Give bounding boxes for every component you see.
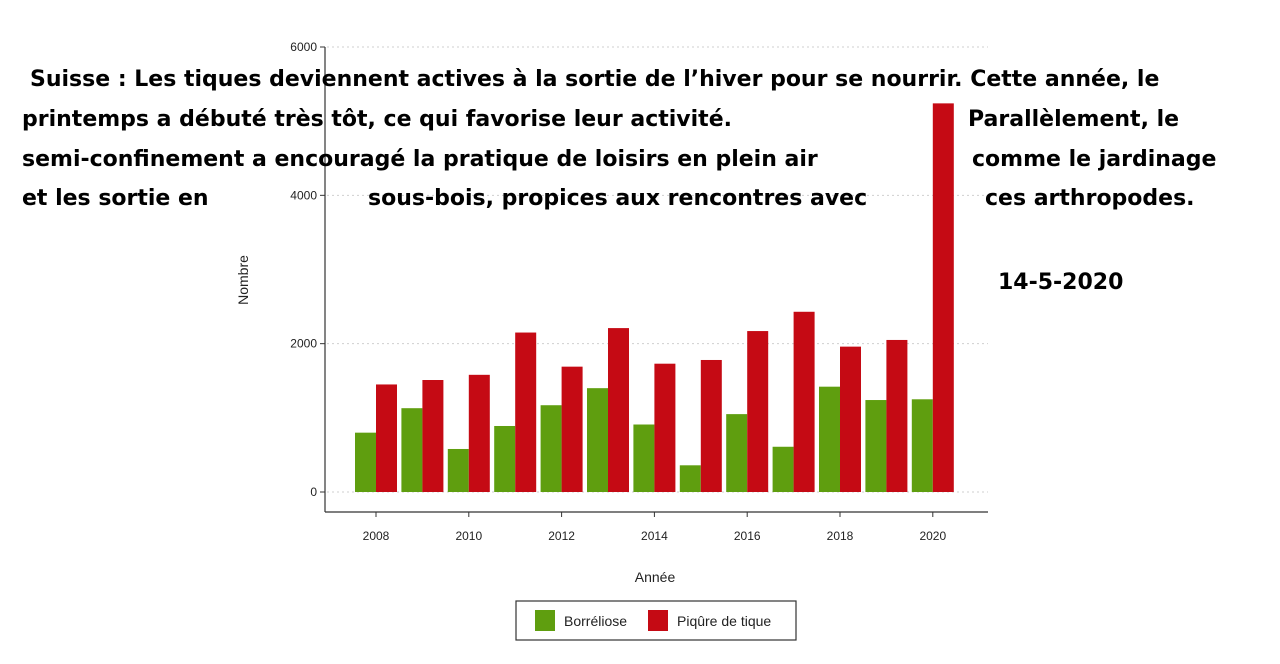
bar-piqure-2018: [840, 346, 861, 492]
legend: Borréliose Piqûre de tique: [515, 600, 797, 641]
x-tick-label: 2020: [919, 529, 946, 543]
legend-swatch: [535, 610, 555, 631]
legend-label: Piqûre de tique: [677, 613, 771, 629]
bar-borreliose-2008: [355, 432, 376, 492]
bar-borreliose-2019: [865, 400, 887, 492]
bar-borreliose-2015: [679, 465, 701, 492]
x-axis-title: Année: [635, 569, 676, 585]
bar-piqure-2011: [515, 332, 537, 492]
bar-piqure-2014: [654, 363, 676, 492]
y-tick-label: 0: [310, 485, 317, 499]
bar-piqure-2009: [422, 380, 444, 492]
bar-borreliose-2017: [772, 446, 794, 492]
y-tick-label: 6000: [290, 40, 317, 54]
x-tick-label: 2010: [455, 529, 482, 543]
x-tick-label: 2014: [641, 529, 668, 543]
bar-borreliose-2018: [819, 386, 840, 492]
bar-borreliose-2011: [494, 425, 516, 492]
legend-label: Borréliose: [564, 613, 627, 629]
x-tick-label: 2012: [548, 529, 575, 543]
bar-borreliose-2016: [726, 414, 748, 492]
bars: [355, 103, 954, 492]
bar-borreliose-2010: [447, 448, 469, 492]
y-tick-label: 2000: [290, 337, 317, 351]
bar-piqure-2016: [747, 331, 769, 492]
y-ticks: 0 2000 4000 6000: [290, 40, 325, 499]
bar-piqure-2013: [608, 328, 629, 492]
bar-piqure-2010: [468, 374, 490, 492]
x-ticks: 2008 2010 2012 2014 2016 2018 2020: [363, 512, 946, 543]
bar-borreliose-2014: [633, 424, 655, 492]
legend-swatch: [648, 610, 668, 631]
bar-piqure-2012: [561, 366, 583, 492]
bar-borreliose-2009: [401, 408, 423, 492]
bar-piqure-2017: [793, 311, 815, 492]
bar-borreliose-2013: [587, 388, 608, 492]
bar-borreliose-2020: [911, 399, 933, 492]
bar-borreliose-2012: [540, 405, 562, 492]
bar-piqure-2015: [700, 359, 722, 492]
y-tick-label: 4000: [290, 188, 317, 202]
bar-piqure-2008: [376, 384, 397, 492]
bar-piqure-2020: [932, 103, 954, 492]
x-tick-label: 2008: [363, 529, 390, 543]
bar-piqure-2019: [886, 339, 908, 492]
y-axis-title: Nombre: [235, 255, 251, 305]
axes: [324, 47, 988, 513]
x-tick-label: 2016: [734, 529, 761, 543]
x-tick-label: 2018: [827, 529, 854, 543]
